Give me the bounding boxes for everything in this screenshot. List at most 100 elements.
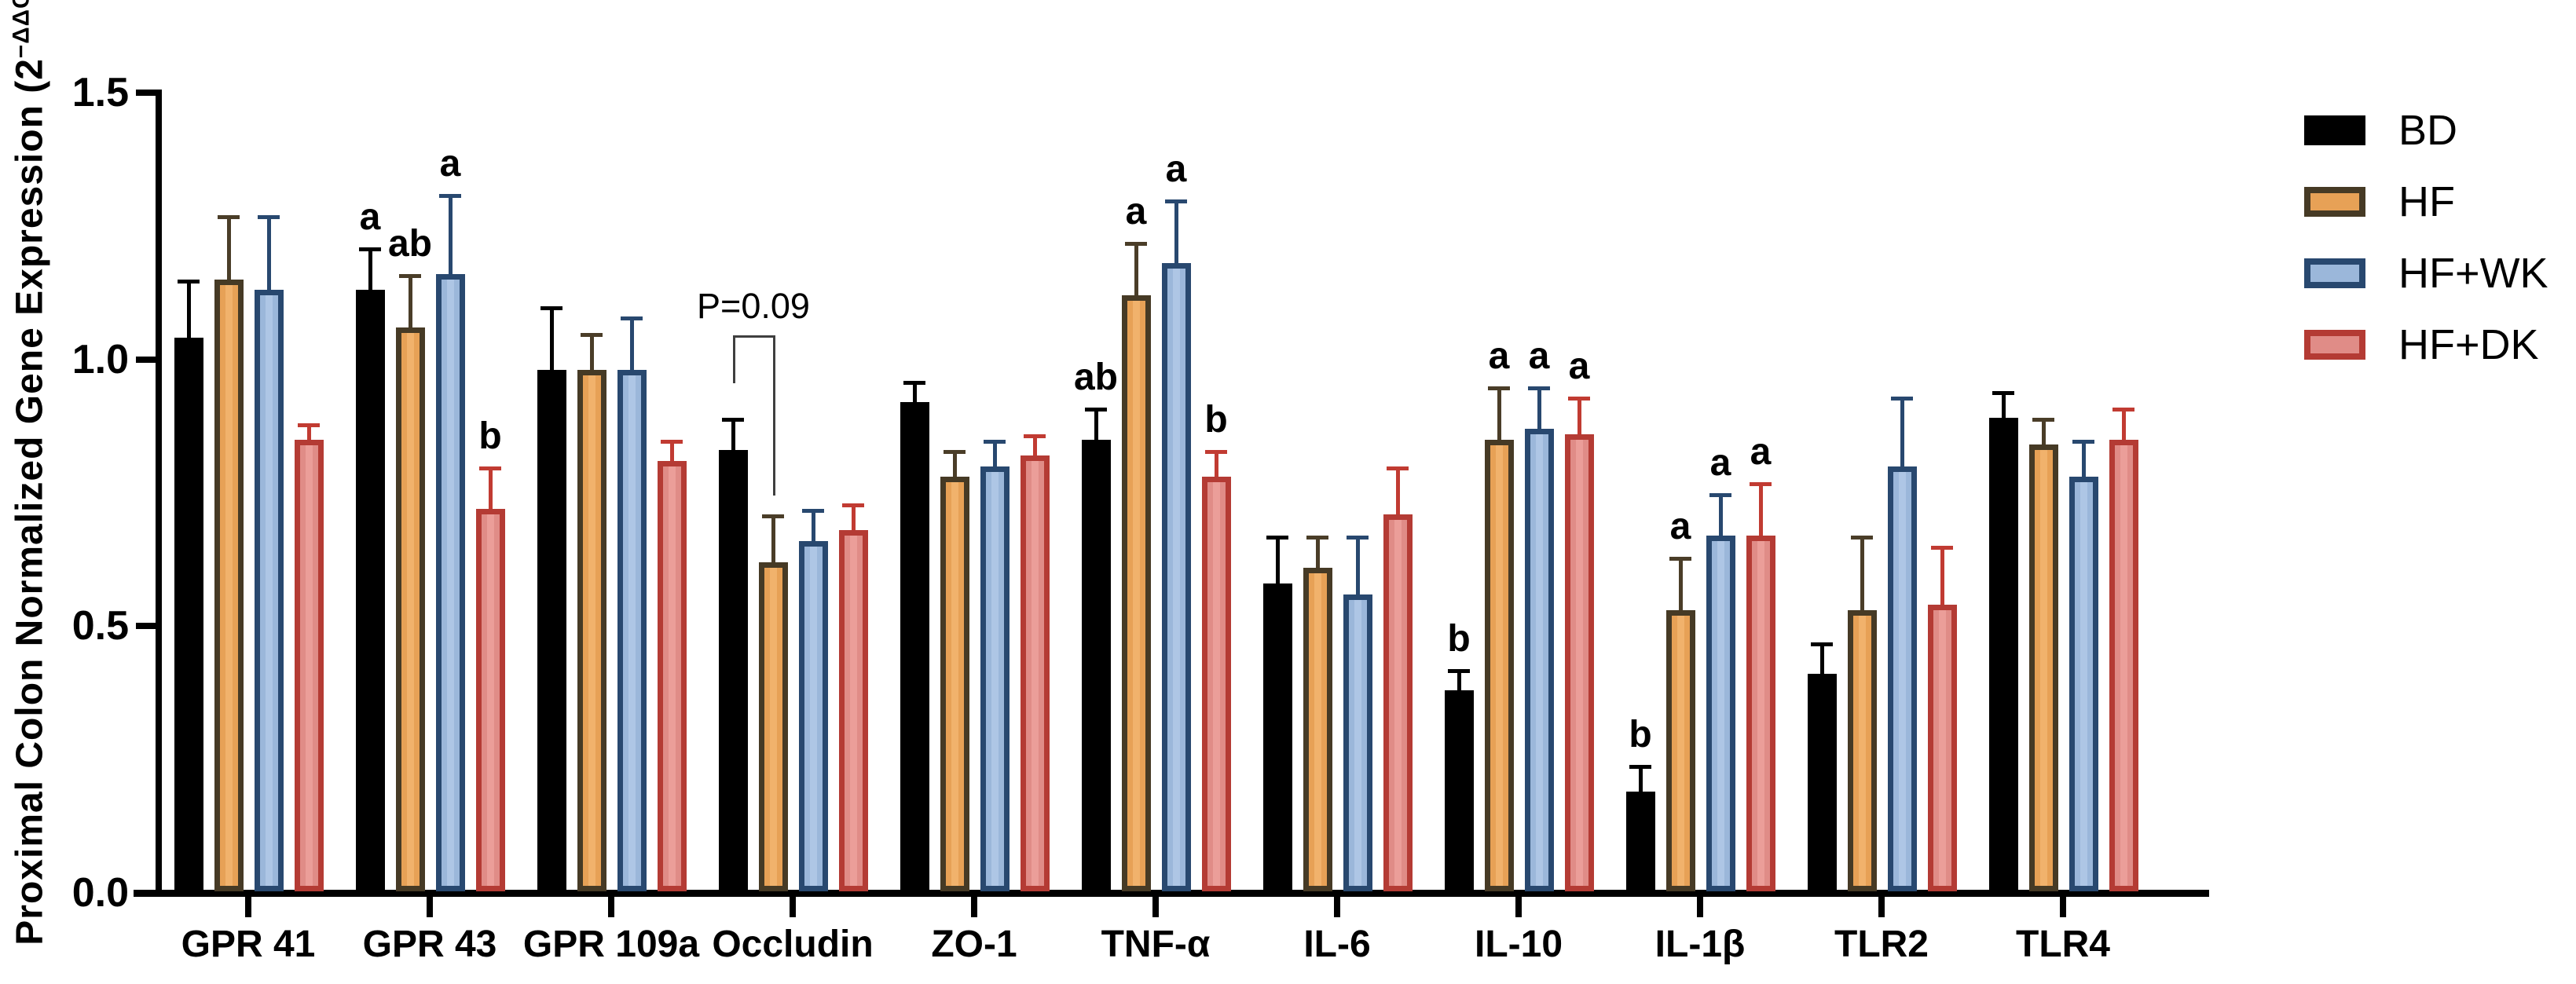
- error-bar-line: [1356, 538, 1360, 594]
- x-tick-label: TLR4: [2016, 924, 2110, 965]
- legend-swatch-BD: [2304, 115, 2365, 145]
- legend-label-HF: HF: [2398, 178, 2455, 225]
- error-bar-line: [307, 426, 311, 440]
- error-bar-line: [267, 218, 271, 290]
- bar: [2069, 477, 2098, 891]
- error-bar-cap: [1266, 536, 1288, 540]
- bar: [295, 440, 324, 891]
- bar: [1989, 418, 2018, 891]
- bar: [1485, 440, 1514, 891]
- sig-letter: a: [439, 143, 461, 185]
- error-bar-line: [2122, 410, 2126, 440]
- bar: [1928, 605, 1957, 891]
- error-bar-line: [1940, 548, 1944, 605]
- error-bar-cap: [1992, 391, 2014, 395]
- error-bar-cap: [1568, 397, 1590, 401]
- y-tick-label: 1.5: [71, 70, 129, 115]
- error-bar-cap: [581, 333, 603, 337]
- bar: [1848, 610, 1877, 891]
- y-axis-title-main: Proximal Colon Normalized Gene Expressio…: [9, 58, 51, 946]
- error-bar-cap: [399, 274, 421, 278]
- error-bar-cap: [842, 503, 864, 507]
- x-tick: [608, 897, 614, 917]
- sig-letter: ab: [1073, 357, 1118, 398]
- error-bar-cap: [762, 514, 784, 518]
- x-tick: [427, 897, 433, 917]
- bar: [719, 450, 748, 891]
- legend-label-BD: BD: [2398, 107, 2458, 154]
- legend-label-HF+DK: HF+DK: [2398, 321, 2539, 368]
- error-bar-cap: [178, 280, 200, 283]
- error-bar-line: [1094, 410, 1098, 440]
- sig-letter: b: [1629, 714, 1652, 755]
- error-bar-line: [1033, 437, 1037, 455]
- bar: [356, 290, 385, 891]
- x-tick-label: GPR 109a: [522, 924, 700, 965]
- error-bar-line: [2082, 442, 2086, 477]
- x-tick-label: ZO-1: [931, 924, 1017, 965]
- bar: [214, 280, 244, 891]
- error-bar-line: [187, 282, 191, 338]
- bar: [1565, 434, 1594, 891]
- error-bar-cap: [258, 215, 280, 219]
- bar: [1706, 536, 1735, 891]
- error-bar-cap: [1709, 493, 1731, 497]
- error-bar-cap: [1488, 386, 1510, 390]
- y-tick-label: 0.0: [71, 870, 129, 916]
- error-bar-cap: [1750, 482, 1772, 486]
- error-bar-line: [852, 506, 856, 530]
- x-tick-label: IL-10: [1474, 924, 1563, 965]
- error-bar-cap: [1165, 199, 1187, 203]
- error-bar-cap: [479, 466, 501, 470]
- bar: [1162, 263, 1191, 891]
- error-bar-cap: [1024, 434, 1046, 438]
- error-bar-line: [1900, 399, 1904, 466]
- bar: [396, 327, 425, 891]
- bar: [1122, 295, 1151, 891]
- x-tick-label: Occludin: [712, 924, 874, 965]
- error-bar-line: [1759, 485, 1763, 536]
- error-bar-cap: [2072, 440, 2094, 444]
- bar: [1303, 568, 1332, 891]
- x-tick-label: GPR 41: [181, 924, 316, 965]
- p-value-label: P=0.09: [697, 286, 810, 326]
- x-tick: [790, 897, 796, 917]
- error-bar-line: [409, 276, 412, 327]
- legend-swatch-HF+DK: [2304, 330, 2365, 360]
- error-bar-cap: [540, 306, 562, 310]
- sig-letter: a: [1669, 506, 1691, 547]
- error-bar-line: [1679, 559, 1683, 610]
- y-tick: [136, 357, 159, 363]
- bar: [658, 461, 687, 891]
- x-tick: [2060, 897, 2066, 917]
- bar: [617, 370, 647, 891]
- x-tick-label: TLR2: [1834, 924, 1929, 965]
- error-bar-cap: [1387, 466, 1409, 470]
- error-bar-line: [953, 452, 957, 477]
- error-bar-line: [630, 319, 634, 370]
- error-bar-line: [550, 309, 554, 370]
- legend-label-HF+WK: HF+WK: [2398, 250, 2549, 297]
- error-bar-cap: [1891, 397, 1913, 401]
- error-bar-line: [771, 517, 775, 562]
- error-bar-line: [227, 218, 231, 280]
- bar: [1445, 690, 1474, 891]
- bar: [1746, 536, 1775, 891]
- sig-letter: a: [1750, 431, 1772, 473]
- sig-letter: ab: [387, 223, 432, 265]
- error-bar-cap: [661, 440, 683, 444]
- error-bar-line: [913, 383, 917, 402]
- bar: [980, 466, 1010, 891]
- error-bar-line: [449, 196, 453, 274]
- bar: [1343, 594, 1372, 891]
- bar: [174, 338, 203, 891]
- error-bar-cap: [2032, 418, 2054, 422]
- error-bar-cap: [1669, 557, 1691, 561]
- error-bar-line: [993, 442, 997, 466]
- error-bar-line: [1316, 538, 1320, 568]
- error-bar-cap: [802, 509, 824, 513]
- x-tick: [1878, 897, 1885, 917]
- error-bar-cap: [1306, 536, 1328, 540]
- error-bar-cap: [359, 247, 381, 251]
- bar: [1263, 583, 1292, 891]
